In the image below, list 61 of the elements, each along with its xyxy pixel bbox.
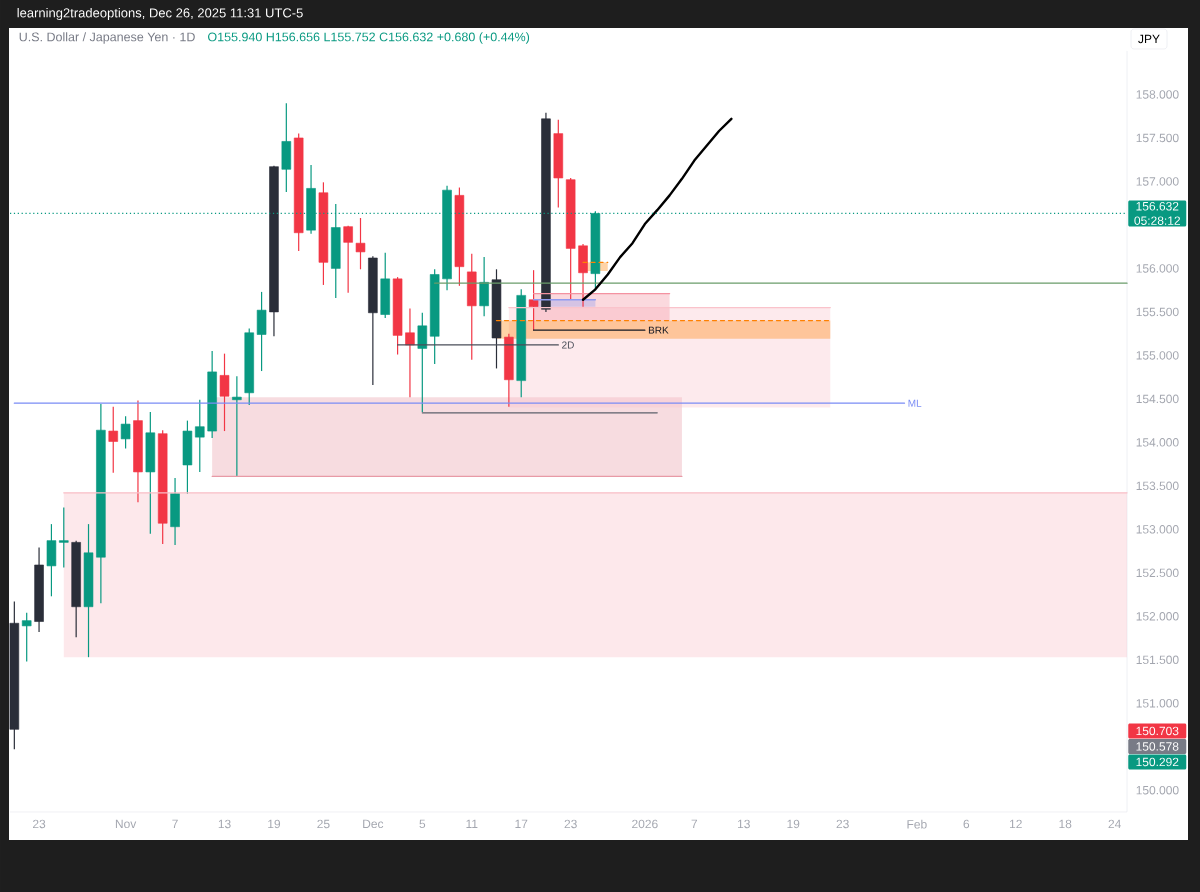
x-tick-label: Dec [363, 819, 384, 829]
y-tick-label: 150.000 [1136, 785, 1179, 795]
x-tick-label: 5 [419, 819, 426, 829]
x-tick-label: Nov [115, 819, 137, 829]
ref-line-label: 156.632 05:28:12 [1134, 201, 1181, 225]
x-tick-label: 17 [515, 819, 528, 828]
series-label: 2D [562, 341, 574, 349]
candlestick [232, 375, 242, 477]
candlestick [120, 415, 131, 450]
candlestick [405, 307, 415, 398]
x-tick-label: 25 [317, 819, 330, 829]
text: learning2tradeoptions, Dec 26, 2025 11:31 UTC-5 [17, 7, 303, 21]
x-tick-label: 7 [691, 819, 698, 828]
y-tick-label: 157.000 [1136, 177, 1179, 186]
y-tick-label: 157.500 [1136, 133, 1179, 143]
x-tick-label: 23 [564, 819, 577, 829]
x-tick-label: 18 [1059, 819, 1072, 829]
candlestick [355, 217, 366, 270]
y-tick-label: 153.000 [1136, 525, 1179, 534]
y-tick-label: 154.000 [1136, 438, 1179, 447]
candlestick [108, 406, 118, 474]
y-tick-label: 154.500 [1136, 394, 1179, 404]
x-tick-label: 12 [1009, 819, 1022, 829]
x-tick-label: 23 [836, 819, 849, 829]
candlestick [195, 399, 205, 473]
candlestick [21, 612, 32, 663]
y-tick-label: 153.500 [1136, 481, 1179, 491]
text: 150.578 [1136, 742, 1179, 751]
x-tick-label: 2026 [632, 819, 658, 829]
candlestick [219, 353, 230, 432]
y-tick-label: 152.000 [1136, 612, 1179, 621]
x-tick-label: 19 [268, 819, 281, 829]
x-tick-label: 7 [172, 819, 178, 828]
y-tick-label: 152.500 [1136, 568, 1179, 578]
candlestick [479, 256, 489, 317]
y-tick-label: 155.500 [1136, 307, 1179, 317]
y-tick-label: 151.000 [1136, 699, 1179, 708]
candlestick [417, 312, 428, 413]
x-tick-label: 11 [466, 819, 478, 828]
y-tick-label: 158.000 [1136, 90, 1179, 99]
y-axis-title: JPY [1138, 34, 1160, 44]
y-tick-label: 151.500 [1136, 655, 1179, 665]
y-tick-label: 156.000 [1136, 264, 1179, 273]
x-tick-label: 6 [963, 819, 970, 829]
y-tick-label: 155.000 [1136, 351, 1179, 360]
text: 150.703 [1136, 726, 1179, 736]
x-tick-label: 23 [32, 819, 46, 829]
candlestick [59, 506, 69, 569]
candlestick [343, 225, 353, 294]
x-tick-label: 13 [218, 819, 231, 829]
line-series [581, 117, 733, 301]
text: 150.292 [1136, 757, 1179, 767]
chart-subtitle: O155.940 H156.656 L155.752 C156.632 +0.680 (+0.44%) [208, 32, 530, 44]
candlestick [528, 269, 539, 331]
x-tick-label: Feb [907, 819, 927, 829]
x-tick-label: 24 [1108, 819, 1121, 829]
series-label: BRK [648, 326, 669, 334]
x-tick-label: 13 [738, 819, 750, 829]
x-tick-label: 19 [787, 819, 800, 829]
series-label: ML [908, 399, 922, 407]
chart-title: U.S. Dollar / Japanese Yen · 1D [19, 32, 195, 44]
